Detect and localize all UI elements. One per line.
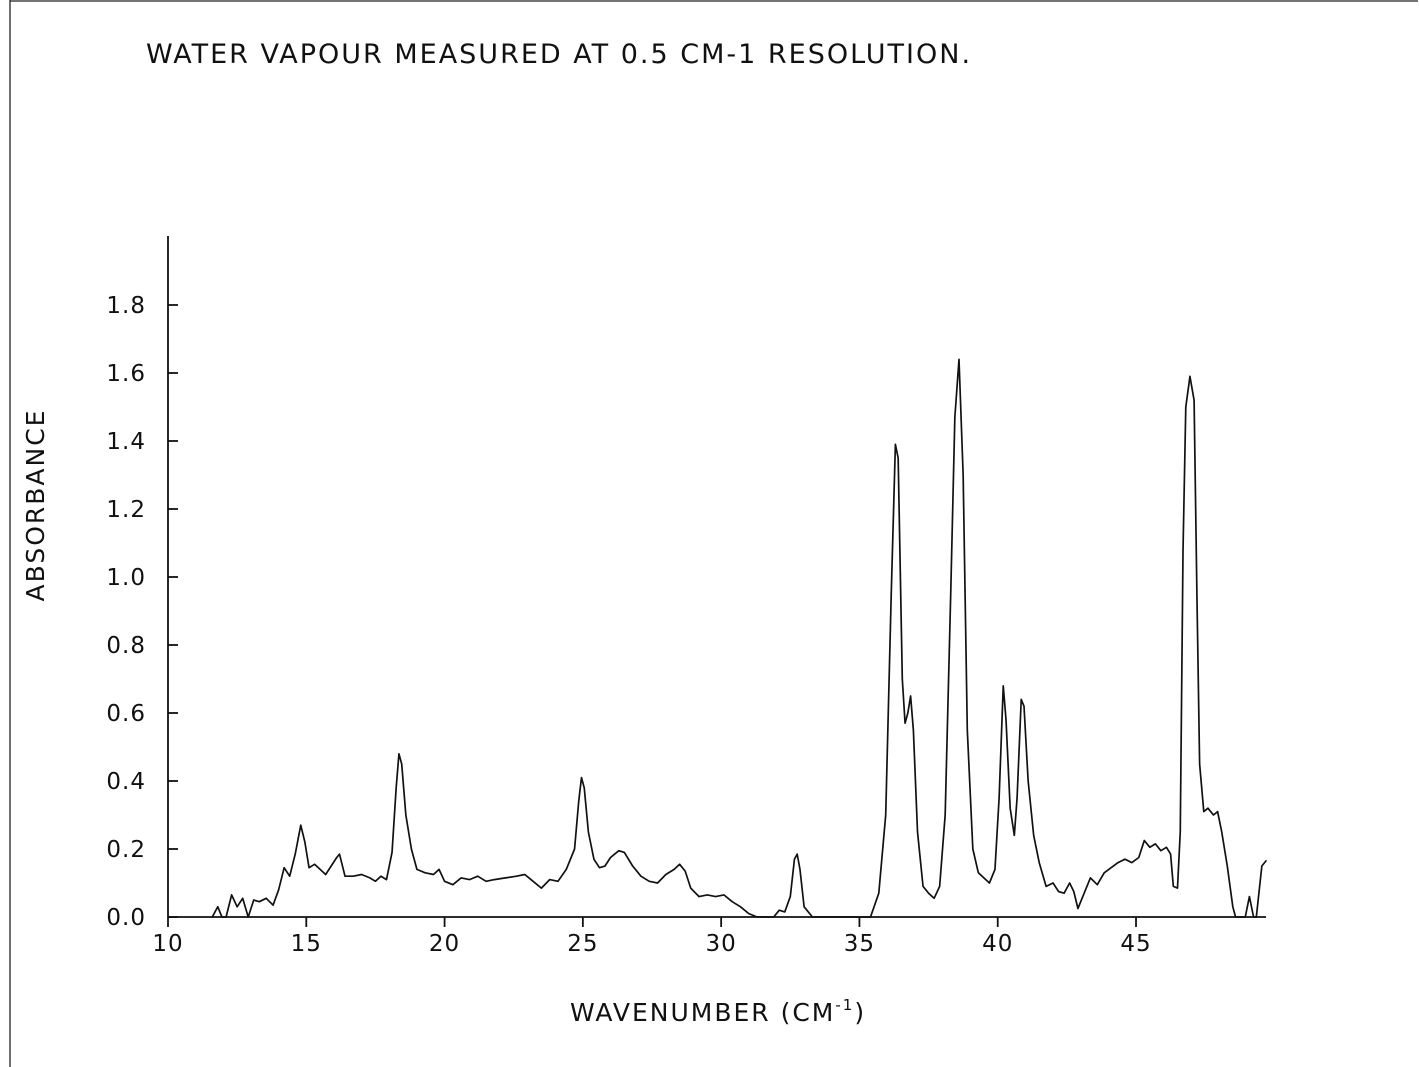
y-tick-label: 1.0 [106,565,146,591]
y-tick-label: 1.8 [106,293,146,319]
x-tick-label: 40 [982,931,1013,957]
x-tick-label: 10 [152,931,183,957]
y-tick-label: 0.2 [106,837,146,863]
chart-title: WATER VAPOUR MEASURED AT 0.5 CM-1 RESOLU… [146,39,972,70]
x-tick-label: 15 [291,931,322,957]
x-tick-label: 25 [567,931,598,957]
x-tick-label: 30 [706,931,737,957]
y-tick-label: 0.8 [106,633,146,659]
y-axis-label: ABSORBANCE [21,409,50,602]
x-axis-label-main: WAVENUMBER (CM [570,998,835,1027]
x-tick-label: 35 [844,931,875,957]
x-axis-ticks: 10 15 20 25 30 35 40 45 [152,917,1151,957]
y-tick-label: 1.6 [106,361,146,387]
x-tick-label: 20 [429,931,460,957]
x-axis-label-superscript: -1 [835,996,854,1014]
y-tick-label: 1.2 [106,497,146,523]
y-tick-label: 0.6 [106,701,146,727]
y-tick-label: 1.4 [106,429,146,455]
absorbance-spectrum-line [211,358,1267,918]
y-tick-label: 0.4 [106,769,146,795]
x-axis-label: WAVENUMBER (CM-1) [570,996,866,1027]
y-axis-ticks: 0.0 0.2 0.4 0.6 0.8 1.0 1.2 1.4 1.6 1.8 [106,293,178,931]
y-tick-label: 0.0 [106,905,146,931]
x-tick-label: 45 [1120,931,1151,957]
x-axis-label-suffix: ) [854,998,866,1027]
